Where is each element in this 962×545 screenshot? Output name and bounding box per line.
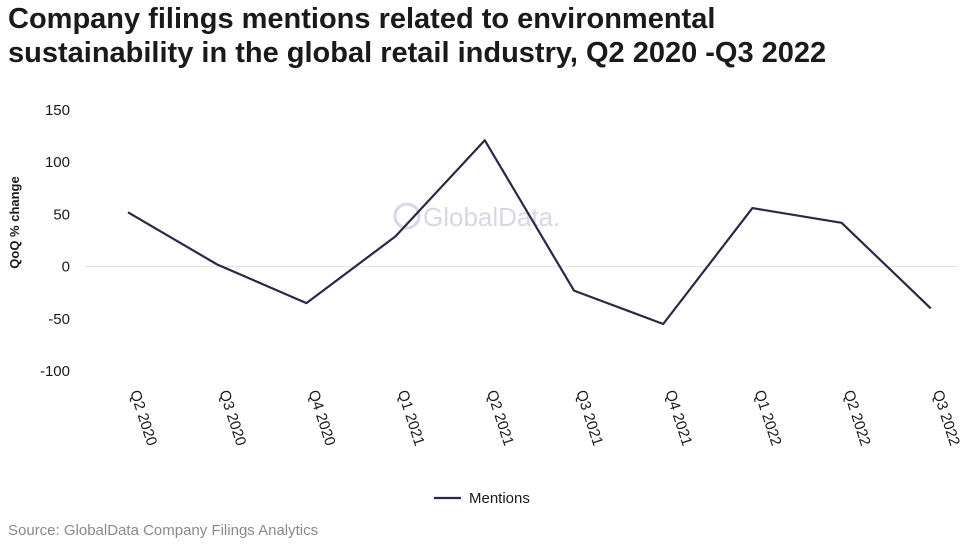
y-axis-label: QoQ % change <box>7 176 22 268</box>
x-tick-label: Q4 2021 <box>661 388 695 448</box>
series-points <box>127 140 931 325</box>
y-tick-label: 0 <box>62 259 70 276</box>
x-tick-label: Q1 2022 <box>751 388 785 448</box>
watermark-logo-icon <box>393 202 421 230</box>
chart-title: Company filings mentions related to envi… <box>8 2 958 70</box>
y-axis-ticks: 150 100 50 0 -50 -100 <box>40 102 70 380</box>
legend-label-mentions: Mentions <box>469 490 530 507</box>
x-tick-label: Q3 2021 <box>572 388 606 448</box>
x-tick-label: Q2 2020 <box>126 388 160 448</box>
chart-title-line-2: sustainability in the global retail indu… <box>8 37 827 69</box>
watermark-text: GlobalData. <box>423 202 560 232</box>
legend: Mentions <box>434 490 530 507</box>
x-tick-label: Q3 2022 <box>929 388 962 448</box>
x-tick-label: Q3 2020 <box>215 388 249 448</box>
y-tick-label: 100 <box>45 154 70 171</box>
series-line-mentions <box>127 139 932 326</box>
y-tick-label: 150 <box>45 102 70 119</box>
line-chart: GlobalData. 150 100 50 0 -50 -100 QoQ % chang… <box>7 102 962 507</box>
x-axis-ticks: Q2 2020 Q3 2020 Q4 2020 Q1 2021 Q2 2021 Q3 20… <box>126 388 962 448</box>
x-tick-label: Q1 2021 <box>394 388 428 448</box>
x-tick-label: Q2 2021 <box>483 388 517 448</box>
y-tick-label: -100 <box>40 363 70 380</box>
x-tick-label: Q4 2020 <box>305 388 339 448</box>
y-tick-label: -50 <box>48 311 70 328</box>
x-tick-label: Q2 2022 <box>840 388 874 448</box>
y-tick-label: 50 <box>53 206 70 223</box>
source-note: Source: GlobalData Company Filings Analy… <box>8 522 319 539</box>
chart-title-line-1: Company filings mentions related to envi… <box>8 3 716 35</box>
